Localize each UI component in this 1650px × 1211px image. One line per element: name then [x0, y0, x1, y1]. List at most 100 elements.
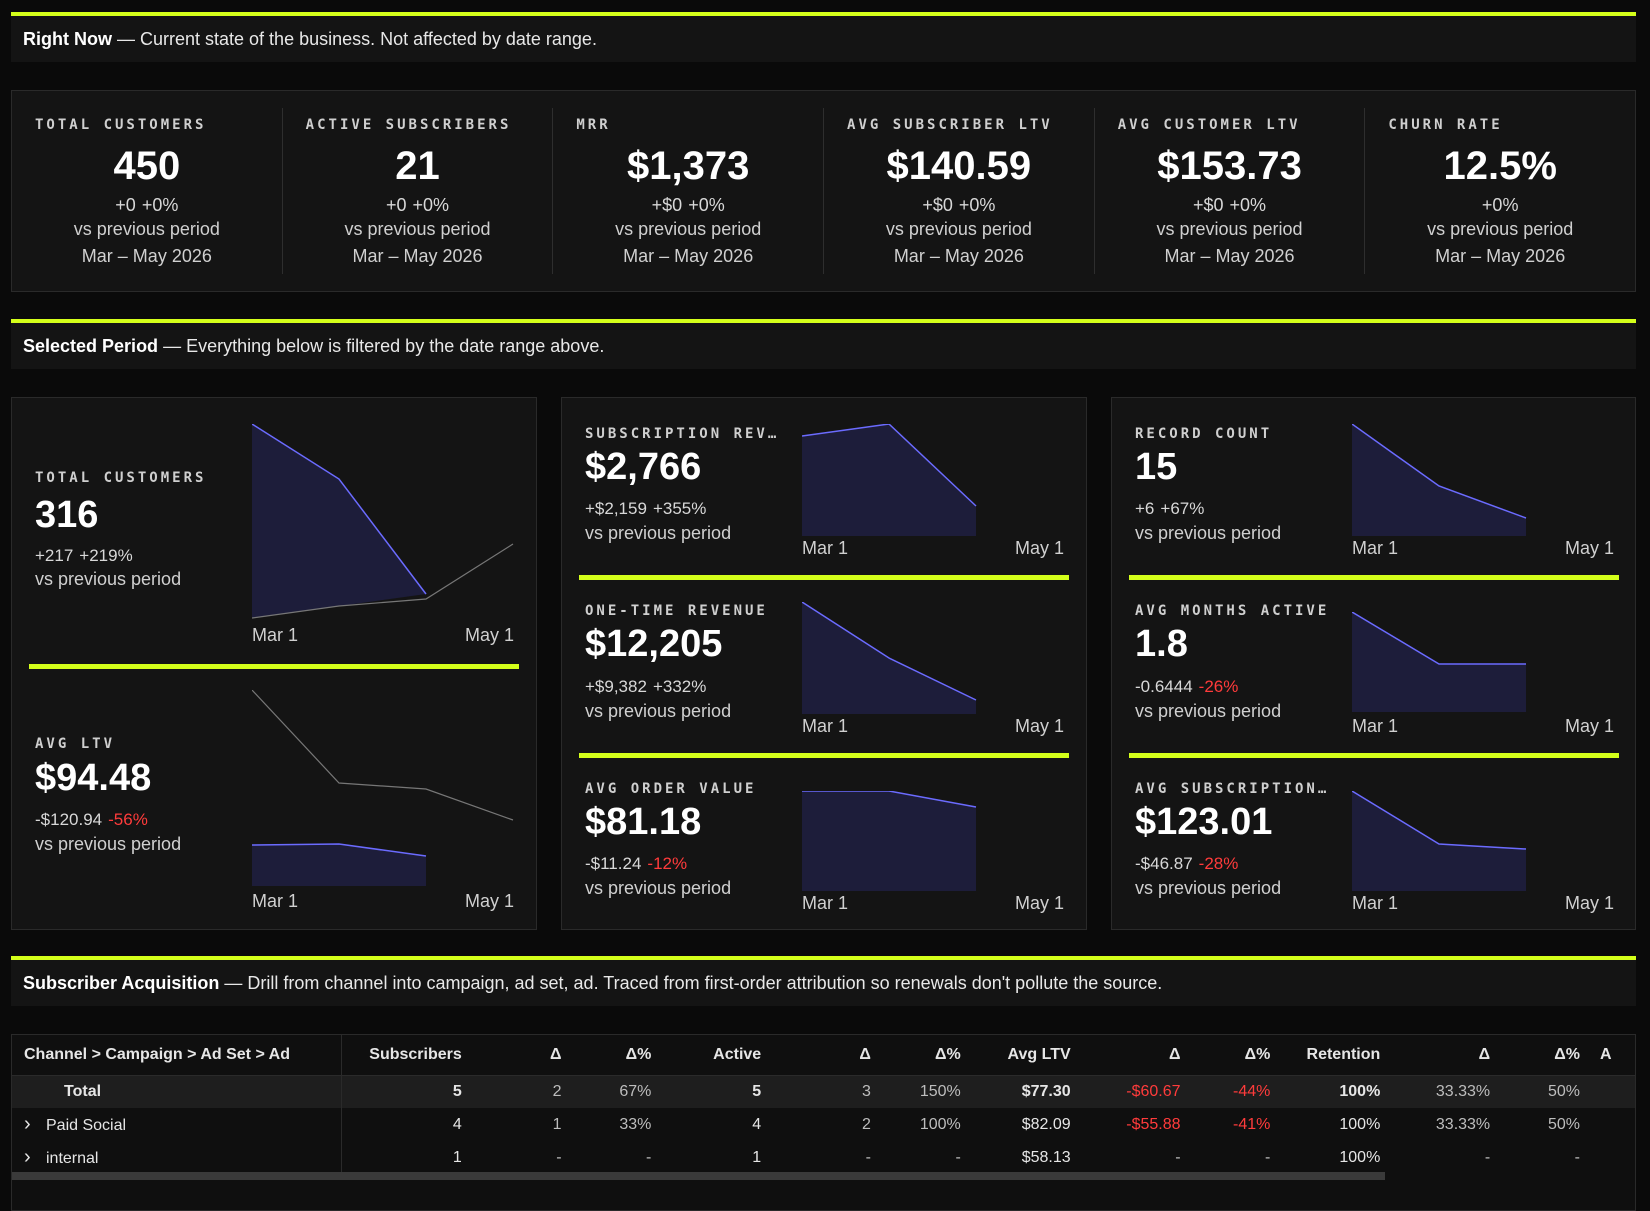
cell-delta: 3	[773, 1075, 883, 1108]
cell-delta: -	[865, 1148, 871, 1166]
panel-revenue: SUBSCRIPTION REV… $2,766 +$2,159 +355% vs…	[561, 397, 1087, 930]
col-delta-pct[interactable]: Δ%	[573, 1035, 664, 1076]
kpi-vs: vs previous period	[1156, 219, 1303, 239]
metric-label: AVG ORDER VALUE	[585, 781, 757, 797]
kpi-label: AVG SUBSCRIBER LTV	[847, 117, 1053, 133]
spark-area	[1352, 424, 1526, 536]
metric-vs: vs previous period	[35, 569, 182, 589]
cell-delta: 2	[473, 1075, 574, 1108]
metric-value: $123.01	[1135, 801, 1273, 843]
kpi-mrr: MRR $1,373 +$0 +0% vs previous period Mar…	[553, 108, 825, 274]
kpi-value: 12.5%	[1443, 144, 1557, 188]
horizontal-scrollbar[interactable]	[12, 1172, 1385, 1180]
cell-retention: 100%	[1339, 1148, 1381, 1166]
row-name: internal	[46, 1150, 99, 1167]
cell-more	[1592, 1075, 1635, 1108]
spark-area	[252, 424, 426, 618]
row-name: Paid Social	[46, 1117, 127, 1134]
axis-start: Mar 1	[802, 716, 849, 736]
spark-line-previous	[252, 690, 514, 821]
cell-retention: 100%	[1282, 1075, 1393, 1108]
kpi-value: $153.73	[1157, 144, 1302, 188]
axis-end: May 1	[1565, 893, 1615, 913]
table-row[interactable]: › Paid Social 4 1 33% 4 2 100% $82.09 -$5…	[12, 1108, 1635, 1141]
cell-delta-pct: -	[1574, 1148, 1580, 1166]
spark-line-current	[802, 602, 977, 701]
spark-area	[1352, 612, 1526, 712]
col-active[interactable]: Active	[663, 1035, 774, 1076]
col-delta-pct[interactable]: Δ%	[882, 1035, 973, 1076]
metric-value: $12,205	[585, 623, 723, 665]
col-delta[interactable]: Δ	[773, 1035, 883, 1076]
col-more[interactable]: A	[1592, 1035, 1635, 1076]
metric-delta: -$120.94 -56%	[35, 810, 148, 829]
kpi-period: Mar – May 2026	[623, 246, 754, 266]
kpi-delta: +0 +0%	[115, 195, 179, 215]
table-header-row: Channel > Campaign > Ad Set > Ad Subscri…	[12, 1035, 1635, 1076]
metric-value: $94.48	[35, 757, 152, 799]
acquisition-table: Channel > Campaign > Ad Set > Ad Subscri…	[11, 1034, 1636, 1211]
col-channel[interactable]: Channel > Campaign > Ad Set > Ad	[12, 1035, 343, 1076]
sparkline-avg-months-active	[1352, 612, 1526, 712]
axis-end: May 1	[465, 891, 515, 911]
table-row[interactable]: › internal 1 - - 1 - - $58.13 - - 100% - …	[12, 1141, 1635, 1174]
row-name: Total	[12, 1075, 343, 1108]
panel-customers: TOTAL CUSTOMERS 316 +217 +219% vs previou…	[11, 397, 537, 930]
col-delta[interactable]: Δ	[473, 1035, 574, 1076]
kpi-active-subscribers: ACTIVE SUBSCRIBERS 21 +0 +0% vs previous …	[283, 108, 554, 274]
acquisition-desc: — Drill from channel into campaign, ad s…	[224, 972, 1163, 993]
col-subscribers[interactable]: Subscribers	[341, 1035, 474, 1076]
axis-start: Mar 1	[1352, 538, 1399, 558]
row-name-cell[interactable]: › Paid Social	[12, 1108, 343, 1141]
cell-avg-ltv: $82.09	[1021, 1115, 1071, 1133]
panel-divider	[1129, 575, 1619, 580]
panel-records: RECORD COUNT 15 +6 +67% vs previous perio…	[1111, 397, 1636, 930]
cell-delta-pct: 50%	[1502, 1075, 1592, 1108]
metric-label: AVG MONTHS ACTIVE	[1135, 603, 1330, 619]
axis-start: Mar 1	[1352, 716, 1399, 736]
expand-chevron-icon[interactable]: ›	[24, 1146, 31, 1168]
row-name-cell[interactable]: › internal	[12, 1141, 343, 1174]
spark-area	[802, 791, 976, 891]
cell-more	[1592, 1108, 1635, 1141]
metric-delta: +217 +219%	[35, 546, 133, 565]
sparkline-subscription-revenue	[802, 424, 977, 536]
col-delta-pct[interactable]: Δ%	[1192, 1035, 1283, 1076]
cell-delta: -$60.67	[1082, 1075, 1193, 1108]
col-retention[interactable]: Retention	[1282, 1035, 1393, 1076]
kpi-period: Mar – May 2026	[1435, 246, 1566, 266]
cell-subscribers: 4	[452, 1115, 462, 1133]
col-delta-pct[interactable]: Δ%	[1502, 1035, 1592, 1076]
kpi-avg-customer-ltv: AVG CUSTOMER LTV $153.73 +$0 +0% vs previ…	[1095, 108, 1366, 274]
col-avg-ltv[interactable]: Avg LTV	[972, 1035, 1083, 1076]
kpi-vs: vs previous period	[615, 219, 762, 239]
kpi-period: Mar – May 2026	[81, 246, 212, 266]
cell-delta: 1	[552, 1115, 562, 1133]
spark-line-current	[252, 843, 427, 857]
axis-end: May 1	[1565, 538, 1615, 558]
col-delta[interactable]: Δ	[1392, 1035, 1503, 1076]
table-row-total: Total 5 2 67% 5 3 150% $77.30 -$60.67 -4…	[12, 1075, 1635, 1108]
axis-start: Mar 1	[252, 891, 299, 911]
metric-delta: -0.6444 -26%	[1135, 677, 1239, 696]
metric-value: 316	[35, 494, 99, 536]
axis-start: Mar 1	[1352, 893, 1399, 913]
cell-delta-pct: -41%	[1233, 1115, 1271, 1133]
expand-chevron-icon[interactable]: ›	[24, 1113, 31, 1135]
kpi-avg-subscriber-ltv: AVG SUBSCRIBER LTV $140.59 +$0 +0% vs pre…	[824, 108, 1095, 274]
metric-vs: vs previous period	[1135, 523, 1282, 543]
metric-value: 15	[1135, 446, 1178, 488]
metric-vs: vs previous period	[1135, 701, 1282, 721]
kpi-vs: vs previous period	[344, 219, 491, 239]
col-delta[interactable]: Δ	[1082, 1035, 1193, 1076]
metric-delta: +$9,382 +332%	[585, 677, 707, 696]
kpi-churn-rate: CHURN RATE 12.5% +0% vs previous period …	[1365, 108, 1635, 274]
metric-delta: +6 +67%	[1135, 499, 1205, 518]
metric-label: SUBSCRIPTION REV…	[585, 426, 780, 442]
kpi-value: 21	[395, 144, 440, 188]
cell-delta: 33.33%	[1392, 1075, 1503, 1108]
kpi-label: TOTAL CUSTOMERS	[35, 117, 207, 133]
metric-label: ONE-TIME REVENUE	[585, 603, 768, 619]
cell-delta-pct: 33%	[619, 1115, 652, 1133]
kpi-period: Mar – May 2026	[1164, 246, 1295, 266]
